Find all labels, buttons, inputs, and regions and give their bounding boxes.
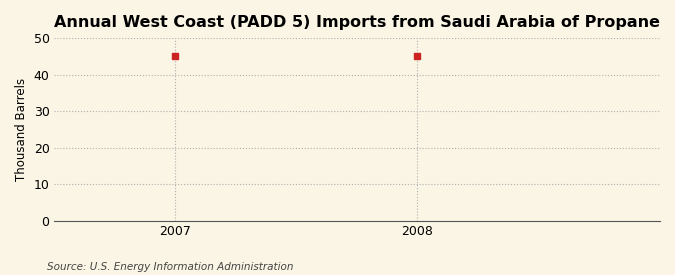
Title: Annual West Coast (PADD 5) Imports from Saudi Arabia of Propane: Annual West Coast (PADD 5) Imports from … — [54, 15, 660, 30]
Text: Source: U.S. Energy Information Administration: Source: U.S. Energy Information Administ… — [47, 262, 294, 272]
Y-axis label: Thousand Barrels: Thousand Barrels — [15, 78, 28, 181]
